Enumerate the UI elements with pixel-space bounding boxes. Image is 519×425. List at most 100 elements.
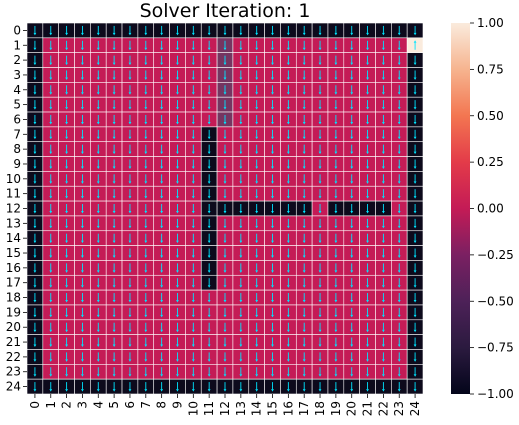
quiver-arrow bbox=[33, 25, 37, 36]
quiver-arrow bbox=[286, 307, 290, 318]
quiver-arrow bbox=[286, 218, 290, 229]
quiver-arrow bbox=[334, 114, 338, 125]
quiver-arrow bbox=[223, 278, 227, 288]
quiver-arrow bbox=[366, 218, 369, 229]
quiver-arrow bbox=[144, 25, 148, 36]
quiver-arrow bbox=[112, 55, 116, 66]
quiver-arrow bbox=[397, 307, 401, 318]
quiver-arrow bbox=[160, 114, 164, 125]
y-tick-label: 8 bbox=[13, 142, 21, 156]
quiver-arrow bbox=[413, 159, 417, 169]
quiver-arrow bbox=[286, 367, 290, 377]
quiver-arrow bbox=[81, 367, 84, 377]
quiver-arrow bbox=[366, 278, 369, 288]
quiver-arrow bbox=[160, 382, 164, 392]
quiver-arrow bbox=[366, 248, 369, 259]
quiver-arrow bbox=[65, 248, 68, 259]
quiver-arrow bbox=[271, 263, 274, 273]
quiver-arrow bbox=[33, 382, 37, 392]
quiver-arrow bbox=[223, 100, 227, 110]
quiver-arrow bbox=[207, 352, 211, 362]
quiver-arrow bbox=[160, 278, 164, 288]
quiver-arrow bbox=[65, 352, 68, 362]
quiver-arrow bbox=[366, 204, 369, 214]
quiver-arrow bbox=[255, 382, 259, 392]
quiver-arrow bbox=[223, 367, 227, 377]
quiver-arrow bbox=[176, 322, 179, 333]
quiver-arrow bbox=[112, 70, 116, 80]
quiver-arrow bbox=[397, 382, 401, 392]
quiver-arrow bbox=[96, 55, 100, 66]
quiver-arrow bbox=[286, 159, 290, 169]
quiver-arrow bbox=[160, 337, 164, 348]
quiver-arrow bbox=[382, 233, 385, 244]
quiver-arrow bbox=[128, 367, 132, 377]
quiver-arrow bbox=[366, 25, 369, 36]
colorbar-tick-label: 1.00 bbox=[477, 16, 504, 30]
quiver-arrow bbox=[81, 278, 84, 288]
quiver-arrow bbox=[286, 70, 290, 80]
quiver-arrow bbox=[128, 293, 132, 303]
quiver-arrow bbox=[350, 70, 354, 80]
quiver-arrow bbox=[176, 204, 179, 214]
quiver-arrow bbox=[397, 337, 401, 348]
quiver-arrow bbox=[350, 85, 354, 95]
quiver-arrow bbox=[160, 40, 164, 51]
quiver-arrow bbox=[128, 129, 132, 140]
quiver-arrow bbox=[160, 322, 164, 333]
quiver-arrow bbox=[318, 85, 322, 95]
quiver-arrow bbox=[223, 129, 227, 140]
quiver-arrow bbox=[128, 114, 132, 125]
quiver-arrow bbox=[382, 278, 385, 288]
quiver-arrow bbox=[33, 55, 37, 66]
quiver-arrow bbox=[302, 322, 306, 333]
y-tick-label: 9 bbox=[13, 157, 21, 171]
quiver-arrow bbox=[255, 55, 259, 66]
quiver-arrow bbox=[286, 263, 290, 273]
quiver-arrow bbox=[223, 218, 227, 229]
quiver-arrow bbox=[33, 85, 37, 95]
quiver-arrow bbox=[223, 144, 227, 155]
x-tick-label: 13 bbox=[234, 401, 248, 416]
quiver-arrow bbox=[144, 100, 148, 110]
y-tick-label: 16 bbox=[6, 261, 21, 275]
quiver-arrow bbox=[160, 248, 164, 259]
quiver-arrow bbox=[397, 322, 401, 333]
quiver-arrow bbox=[255, 129, 259, 140]
y-tick-label: 22 bbox=[6, 350, 21, 364]
quiver-arrow bbox=[286, 293, 290, 303]
quiver-arrow bbox=[207, 85, 211, 95]
quiver-arrow bbox=[382, 263, 385, 273]
quiver-arrow bbox=[81, 204, 84, 214]
quiver-arrow bbox=[271, 218, 274, 229]
quiver-arrow bbox=[397, 263, 401, 273]
quiver-arrow bbox=[81, 307, 84, 318]
quiver-arrow bbox=[176, 233, 179, 244]
quiver-arrow bbox=[207, 40, 211, 51]
quiver-arrow bbox=[286, 278, 290, 288]
quiver-arrow bbox=[160, 100, 164, 110]
quiver-arrow bbox=[239, 307, 243, 318]
quiver-arrow bbox=[112, 218, 116, 229]
quiver-arrow bbox=[49, 293, 53, 303]
quiver-arrow bbox=[191, 233, 195, 244]
quiver-arrow bbox=[350, 114, 354, 125]
colorbar-tick-label: 0.25 bbox=[477, 155, 504, 169]
quiver-arrow bbox=[334, 322, 338, 333]
quiver-arrow bbox=[302, 233, 306, 244]
quiver-arrow bbox=[302, 174, 306, 184]
quiver-arrow bbox=[397, 144, 401, 155]
quiver-arrow bbox=[49, 278, 53, 288]
quiver-arrow bbox=[96, 322, 100, 333]
quiver-arrow bbox=[112, 129, 116, 140]
quiver-arrow bbox=[160, 263, 164, 273]
y-tick-label: 10 bbox=[6, 172, 21, 186]
quiver-arrow bbox=[191, 159, 195, 169]
quiver-arrow bbox=[144, 189, 148, 199]
quiver-arrow bbox=[318, 352, 322, 362]
quiver-arrow bbox=[255, 25, 259, 36]
quiver-arrow bbox=[334, 382, 338, 392]
quiver-arrow bbox=[176, 144, 179, 155]
quiver-arrow bbox=[239, 85, 243, 95]
